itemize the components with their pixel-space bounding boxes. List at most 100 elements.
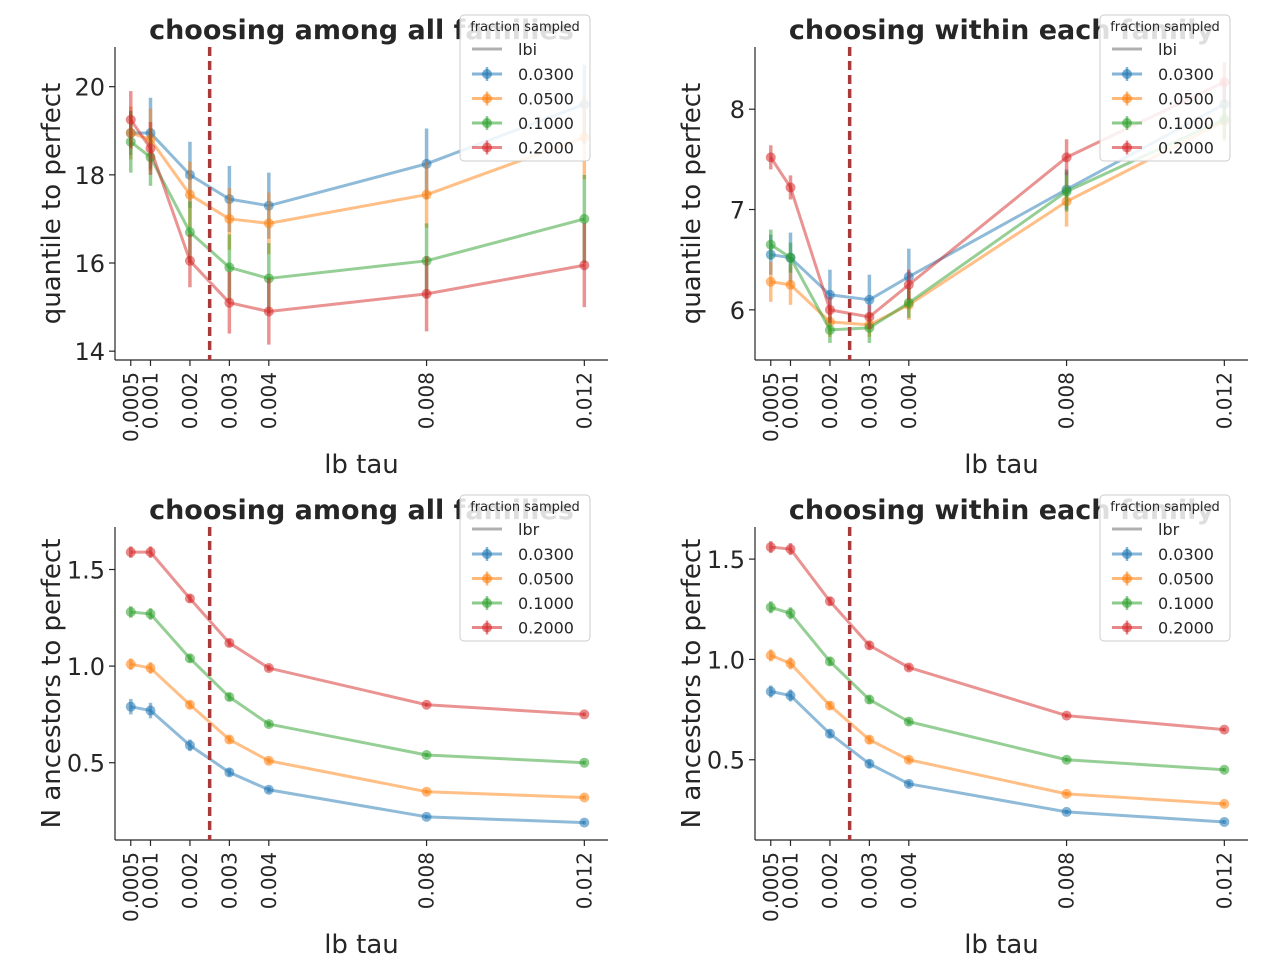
x-tick-label: 0.012 [572,372,596,429]
data-point [1061,186,1072,197]
data-point [145,608,156,619]
legend-swatch-marker [482,118,492,128]
x-tick-label: 0.004 [897,372,921,429]
legend: fraction sampled lbi 0.0300 0.0500 0.1000 0.2… [1099,14,1231,162]
series-0.0300 [765,685,1230,827]
x-tick-label: 0.001 [778,372,802,429]
series-0.1000 [765,601,1230,775]
data-point [145,547,156,558]
legend-label: 0.1000 [518,114,574,133]
x-axis-title: lb tau [964,930,1039,960]
data-point [864,734,875,745]
data-point [145,143,156,154]
data-point [785,182,796,193]
legend: fraction sampled lbr 0.0300 0.0500 0.1000 0.2… [1099,494,1231,642]
data-point [184,653,195,664]
data-point [864,311,875,322]
data-point [421,288,432,299]
data-point [785,658,796,669]
data-point [864,758,875,769]
x-axis-title: lb tau [324,930,399,960]
data-point [765,239,776,250]
y-tick-label: 1.5 [707,546,745,574]
legend-swatch-marker [482,622,492,633]
x-tick-label: 0.0005 [119,372,143,442]
x-tick-label: 0.012 [1212,852,1236,909]
x-tick-label: 0.001 [138,372,162,429]
legend-label: 0.0300 [1158,65,1214,84]
x-tick-label: 0.004 [257,372,281,429]
legend-label: 0.0500 [518,90,574,109]
data-point [263,663,274,674]
data-point [224,734,235,745]
y-axis-title: quantile to perfect [677,83,707,325]
legend-title: fraction sampled [470,20,580,35]
data-point [785,544,796,555]
series-0.2000 [125,91,590,345]
data-point [903,778,914,789]
data-point [579,213,590,224]
series-0.0500 [125,658,590,803]
y-tick-label: 1.0 [707,646,745,674]
data-point [224,213,235,224]
legend-title: fraction sampled [1110,20,1220,35]
data-point [1061,806,1072,817]
data-point [785,252,796,263]
data-point [224,262,235,273]
x-tick-label: 0.0005 [759,372,783,442]
legend-swatch-marker [1122,142,1132,153]
data-point [785,690,796,701]
y-tick-label: 18 [74,162,105,190]
data-point [125,607,136,618]
x-tick-label: 0.008 [1055,852,1079,909]
legend-swatch-marker [1122,118,1132,128]
data-point [224,692,235,703]
series-line [770,690,1225,824]
data-point [421,749,432,760]
data-point [421,189,432,200]
data-point [184,189,195,200]
data-point [903,297,914,308]
data-point [765,686,776,697]
legend-metric-label: lbr [1158,520,1180,539]
y-tick-label: 16 [74,250,105,278]
y-tick-label: 0.5 [707,747,745,775]
data-point [125,659,136,670]
legend-swatch-marker [482,69,492,79]
data-point [903,279,914,290]
x-tick-label: 0.012 [572,852,596,909]
data-point [224,767,235,778]
legend-title: fraction sampled [1110,500,1220,515]
data-point [1061,710,1072,721]
legend-title: fraction sampled [470,500,580,515]
data-point [1061,152,1072,163]
y-tick-label: 6 [730,297,745,325]
series-line [130,705,585,825]
x-tick-label: 0.008 [415,852,439,909]
x-tick-label: 0.003 [217,372,241,429]
data-point [824,700,835,711]
legend-swatch-marker [482,598,492,608]
x-axis-title: lb tau [964,450,1039,480]
data-point [263,719,274,730]
data-point [184,227,195,238]
data-point [765,542,776,553]
y-tick-label: 14 [74,338,105,366]
legend-swatch-marker [1122,622,1132,633]
data-point [1219,798,1230,809]
x-tick-label: 0.003 [217,852,241,909]
legend-swatch-marker [1122,549,1132,559]
legend-metric-label: lbi [518,40,537,59]
data-point [785,279,796,290]
data-point [903,662,914,673]
data-point [263,306,274,317]
data-point [145,705,156,716]
data-point [579,817,590,828]
legend-label: 0.2000 [1158,619,1214,638]
data-point [903,716,914,727]
data-point [824,304,835,315]
x-tick-label: 0.003 [857,852,881,909]
data-point [145,663,156,674]
